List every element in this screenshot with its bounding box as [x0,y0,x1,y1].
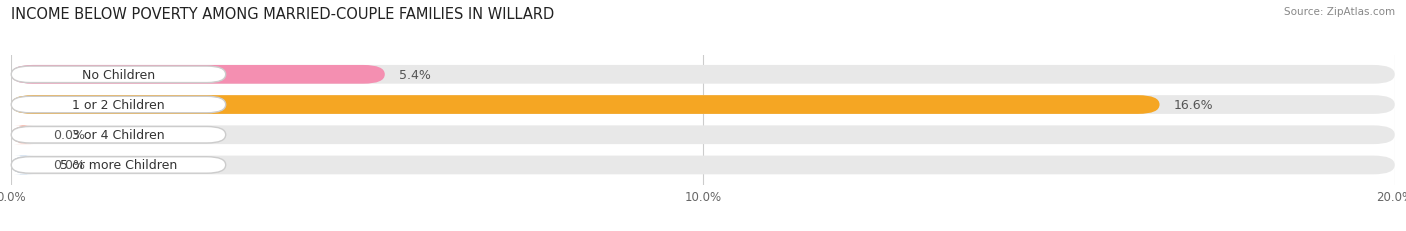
Text: INCOME BELOW POVERTY AMONG MARRIED-COUPLE FAMILIES IN WILLARD: INCOME BELOW POVERTY AMONG MARRIED-COUPL… [11,7,554,22]
Text: 0.0%: 0.0% [53,159,84,172]
FancyBboxPatch shape [11,156,1395,175]
FancyBboxPatch shape [11,66,385,84]
Text: 0.0%: 0.0% [53,129,84,142]
FancyBboxPatch shape [11,126,1395,144]
FancyBboxPatch shape [11,126,35,144]
FancyBboxPatch shape [11,156,35,175]
FancyBboxPatch shape [11,66,1395,84]
Text: 1 or 2 Children: 1 or 2 Children [72,99,165,112]
Text: 5 or more Children: 5 or more Children [60,159,177,172]
Text: 3 or 4 Children: 3 or 4 Children [72,129,165,142]
FancyBboxPatch shape [11,97,226,113]
Text: Source: ZipAtlas.com: Source: ZipAtlas.com [1284,7,1395,17]
FancyBboxPatch shape [11,96,1160,114]
Text: 5.4%: 5.4% [399,69,430,82]
FancyBboxPatch shape [11,127,226,143]
FancyBboxPatch shape [11,67,226,83]
Text: No Children: No Children [82,69,155,82]
FancyBboxPatch shape [11,96,1395,114]
FancyBboxPatch shape [11,157,226,173]
Text: 16.6%: 16.6% [1174,99,1213,112]
